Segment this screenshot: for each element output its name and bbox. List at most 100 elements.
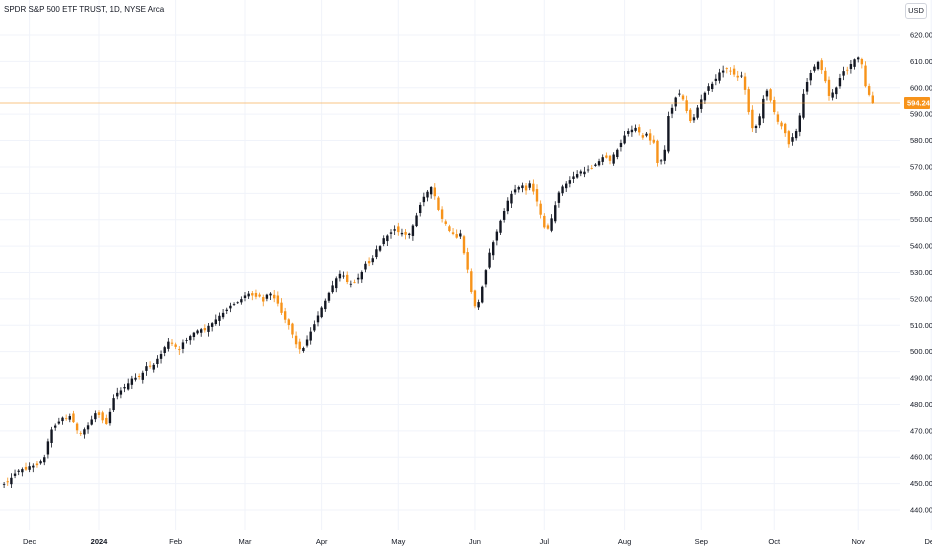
candle-body: [539, 203, 542, 215]
y-tick-label: 530.00: [910, 268, 932, 277]
candle-body: [550, 218, 553, 231]
candle-body: [338, 273, 342, 279]
candle-body: [163, 347, 166, 353]
candle-body: [758, 116, 761, 126]
price-axis[interactable]: 440.00 450.00 460.00 470.00 480.00 490.00 500.…: [910, 31, 932, 515]
y-tick-label: 500.00: [910, 347, 932, 356]
candle-body: [302, 347, 305, 352]
candle-body: [495, 231, 499, 241]
candle-body: [298, 341, 301, 350]
candle-body: [605, 155, 608, 158]
candle-body: [867, 86, 871, 95]
x-tick-label: Feb: [169, 537, 182, 546]
candle-body: [575, 174, 579, 178]
candle-body: [21, 469, 24, 473]
candle-body: [791, 137, 794, 142]
candle-body: [251, 293, 254, 296]
candle-body: [214, 319, 217, 325]
candle-body: [572, 176, 575, 179]
candle-body: [754, 126, 758, 129]
candle-body: [127, 383, 130, 390]
candle-body: [17, 470, 20, 472]
x-tick-label: 2024: [91, 537, 109, 546]
candle-body: [225, 309, 228, 312]
candle-body: [769, 89, 772, 101]
candle-body: [440, 209, 444, 219]
candle-body: [831, 92, 834, 98]
x-tick-label: Jun: [469, 537, 481, 546]
candle-body: [375, 249, 378, 258]
candle-body: [707, 86, 710, 91]
candle-body: [50, 429, 53, 443]
candle-body: [24, 466, 28, 470]
candle-body: [397, 226, 400, 233]
currency-button[interactable]: USD: [905, 3, 927, 19]
y-tick-label: 450.00: [910, 479, 932, 488]
candle-body: [667, 116, 670, 152]
candle-body: [787, 131, 791, 145]
candle-body: [6, 481, 9, 483]
candle-body: [101, 412, 104, 421]
candle-body: [331, 285, 334, 293]
candle-body: [119, 390, 123, 395]
candle-body: [273, 294, 276, 299]
candle-body: [39, 461, 42, 464]
candle-body: [798, 115, 801, 132]
candle-body: [192, 332, 196, 337]
candle-body: [382, 238, 385, 245]
candle-body: [824, 70, 827, 82]
candle-body: [178, 349, 181, 351]
candle-body: [123, 387, 126, 389]
candle-body: [346, 274, 349, 282]
candle-body: [681, 95, 685, 100]
last-price-value: 594.24: [907, 99, 931, 108]
candle-body: [236, 302, 239, 304]
x-tick-label: Aug: [618, 537, 631, 546]
candle-body: [313, 324, 316, 331]
candle-body: [61, 417, 64, 422]
candle-body: [809, 73, 812, 81]
candle-body: [462, 236, 466, 254]
candle-body: [90, 419, 93, 425]
candle-body: [389, 232, 393, 234]
candle-body: [86, 425, 90, 430]
candle-body: [714, 78, 718, 81]
candle-body: [579, 171, 582, 174]
candle-body: [210, 323, 214, 327]
candle-body: [32, 465, 35, 468]
candle-body: [393, 229, 396, 231]
candle-body: [773, 99, 776, 113]
candle-body: [94, 413, 97, 420]
x-tick-label: Nov: [852, 537, 866, 546]
candle-body: [630, 129, 634, 133]
candle-body: [652, 139, 655, 143]
candle-body: [316, 315, 320, 323]
candle-body: [502, 211, 506, 220]
candle-body: [269, 293, 272, 296]
candle-body: [459, 233, 462, 237]
candle-body: [535, 189, 539, 202]
candle-body: [276, 295, 280, 304]
candle-body: [816, 61, 820, 70]
candle-body: [590, 168, 593, 169]
candle-body: [174, 344, 177, 347]
candle-body: [448, 226, 451, 232]
candle-body: [561, 186, 564, 194]
x-tick-label: Sep: [695, 537, 708, 546]
candle-body: [221, 312, 225, 318]
candle-body: [521, 185, 524, 189]
candle-body: [265, 294, 269, 299]
candle-body: [627, 131, 630, 134]
candle-body: [663, 149, 666, 161]
candle-body: [656, 140, 659, 163]
candle-body: [386, 235, 389, 242]
time-axis[interactable]: Dec 2024 Feb Mar Apr May Jun Jul Aug Sep Oct Nov Dec…: [23, 537, 932, 546]
candle-body: [499, 220, 502, 233]
candle-body: [72, 413, 75, 423]
candle-body: [305, 339, 309, 346]
candle-body: [79, 433, 82, 434]
candle-body: [152, 364, 155, 370]
candle-body: [429, 187, 433, 195]
candle-body: [185, 340, 188, 341]
